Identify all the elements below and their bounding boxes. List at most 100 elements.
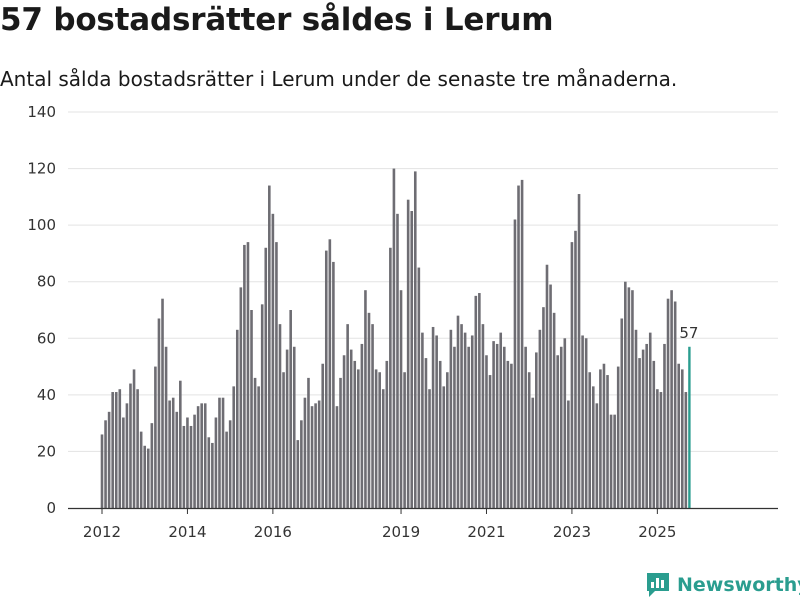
bar (531, 397, 535, 508)
bar (225, 431, 228, 508)
bar (392, 168, 396, 508)
bar (132, 369, 136, 508)
latest-value-label: 57 (679, 324, 698, 342)
bar (250, 310, 253, 508)
bar (438, 360, 442, 508)
newsworthy-logo: Newsworthy (645, 570, 800, 600)
bar (584, 338, 588, 508)
bar (203, 403, 207, 508)
bar (659, 392, 663, 508)
bar (577, 194, 581, 508)
bar (143, 445, 147, 508)
y-tick-label: 100 (27, 216, 56, 234)
bar (328, 239, 332, 509)
bar (485, 355, 488, 508)
x-tick-label: 2025 (638, 523, 676, 541)
bar (670, 290, 673, 508)
bar (403, 372, 406, 508)
bar (396, 213, 399, 508)
bars (100, 168, 691, 509)
bar (239, 287, 243, 508)
bar (111, 392, 114, 508)
bar (567, 400, 570, 508)
bar (574, 230, 577, 509)
bar (139, 431, 143, 508)
bar (364, 290, 367, 508)
x-tick-label: 2023 (553, 523, 591, 541)
bar (321, 363, 325, 508)
bar (449, 329, 453, 508)
bar (474, 295, 478, 508)
bar (257, 386, 260, 508)
bar (200, 403, 203, 508)
x-axis: 2012 2014 2016 2019 2021 2023 2025 (68, 507, 778, 541)
bar (207, 437, 211, 508)
bar (310, 406, 314, 508)
bar (136, 389, 139, 508)
bar (221, 397, 225, 508)
y-tick-label: 120 (27, 160, 56, 178)
bar (524, 346, 527, 508)
bar (218, 397, 221, 508)
bar (517, 185, 520, 509)
bar (677, 363, 681, 508)
bar (399, 290, 403, 508)
bar (196, 406, 200, 508)
bar (122, 417, 125, 508)
bar (684, 392, 688, 508)
bar (616, 366, 620, 508)
bar (335, 406, 339, 508)
bar (164, 346, 168, 508)
bar (417, 267, 421, 508)
bar (613, 414, 616, 508)
bar (175, 411, 179, 508)
bar (339, 377, 342, 508)
x-tick-label: 2021 (467, 523, 505, 541)
bar (389, 247, 392, 508)
bar (278, 324, 282, 508)
bar-latest (688, 346, 691, 508)
bar (499, 332, 503, 508)
bar (371, 324, 374, 508)
bar (421, 332, 424, 508)
bar (492, 341, 495, 508)
bar (549, 284, 552, 508)
bar (317, 400, 321, 508)
bar (552, 312, 556, 508)
bar (648, 332, 652, 508)
bar (107, 411, 111, 508)
bar (125, 403, 129, 508)
bar (631, 290, 634, 508)
bar (385, 360, 389, 508)
chart-title: 57 bostadsrätter såldes i Lerum (0, 2, 554, 38)
bar (360, 343, 364, 508)
bar (435, 335, 438, 508)
y-tick-label: 0 (46, 499, 56, 517)
bar (627, 287, 631, 508)
bar (146, 448, 150, 508)
bar (282, 372, 285, 508)
bar (378, 372, 381, 508)
bar (602, 363, 606, 508)
bar (100, 434, 104, 508)
bar (563, 338, 567, 508)
bar (513, 219, 517, 509)
bar (527, 372, 531, 508)
bar (606, 375, 609, 508)
bar (253, 377, 257, 508)
bar (104, 420, 107, 508)
bar (488, 375, 492, 508)
bar (232, 386, 236, 508)
x-tick-label: 2016 (254, 523, 292, 541)
bar (542, 307, 545, 508)
bar (114, 392, 118, 508)
bar (446, 372, 449, 508)
bar (186, 417, 189, 508)
bar (381, 389, 385, 508)
bar (510, 363, 513, 508)
x-tick-label: 2012 (83, 523, 121, 541)
bar (680, 369, 684, 508)
bar (271, 213, 275, 508)
bar (260, 304, 264, 508)
